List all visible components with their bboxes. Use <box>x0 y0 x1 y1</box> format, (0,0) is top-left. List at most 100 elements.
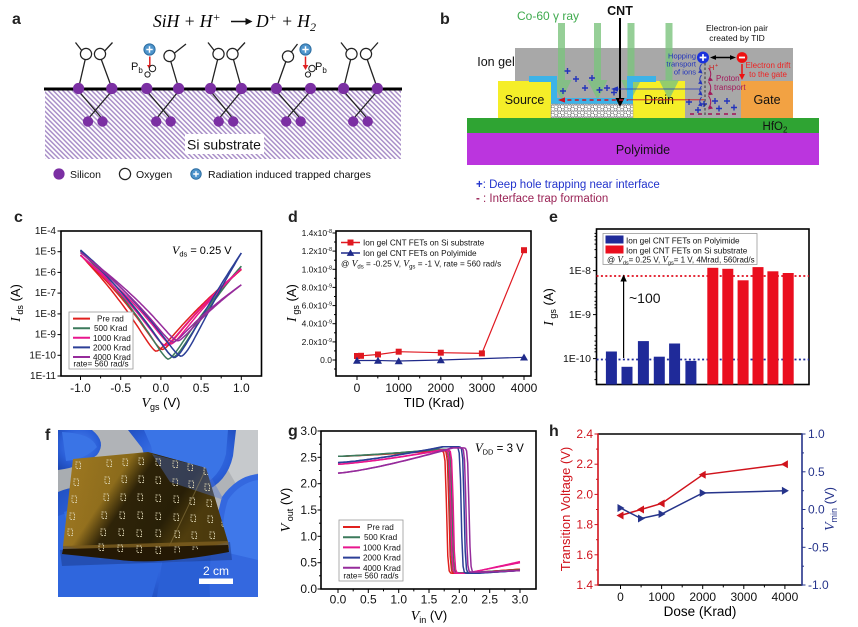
svg-text:-1.0: -1.0 <box>70 381 91 395</box>
svg-text:0: 0 <box>354 381 361 395</box>
svg-text:0.5: 0.5 <box>360 593 377 607</box>
svg-text:D+ + H2: D+ + H2 <box>255 10 316 34</box>
svg-text:Pb: Pb <box>315 61 327 75</box>
svg-text:1E-6: 1E-6 <box>35 267 57 278</box>
svg-text:Oxygen: Oxygen <box>136 169 172 181</box>
svg-text:Ion gel: Ion gel <box>477 55 515 69</box>
svg-text:Ion gel CNT FETs on Si substra: Ion gel CNT FETs on Si substrate <box>363 239 485 248</box>
svg-text:1E-9: 1E-9 <box>569 309 591 321</box>
svg-text:transport: transport <box>714 83 746 92</box>
svg-text:H: H <box>709 63 714 72</box>
svg-text:Co-60 γ ray: Co-60 γ ray <box>517 9 579 23</box>
svg-text:0: 0 <box>617 590 624 604</box>
svg-text:4.0x10-9: 4.0x10-9 <box>302 319 332 329</box>
svg-text:8.0x10-9: 8.0x10-9 <box>302 282 332 292</box>
svg-text:1.0: 1.0 <box>808 427 825 441</box>
svg-text:2000 Krad: 2000 Krad <box>93 343 131 352</box>
svg-text:Pre rad: Pre rad <box>97 315 124 324</box>
svg-text:1E-10: 1E-10 <box>563 353 591 365</box>
svg-text:I gs (A): I gs (A) <box>541 288 558 327</box>
svg-text:1E-8: 1E-8 <box>35 309 57 320</box>
svg-text:h: h <box>549 423 559 440</box>
svg-text:SiH + H+: SiH + H+ <box>153 10 221 31</box>
svg-text:4000 Krad: 4000 Krad <box>363 564 401 573</box>
svg-text:3000: 3000 <box>730 590 757 604</box>
svg-text:HfO2: HfO2 <box>763 121 788 135</box>
svg-text:transport: transport <box>666 60 697 69</box>
svg-text:I ds (A): I ds (A) <box>8 284 25 323</box>
svg-text:V out (V): V out (V) <box>278 488 295 533</box>
svg-text:6.0x10-9: 6.0x10-9 <box>302 301 332 311</box>
svg-text:1.4x10-8: 1.4x10-8 <box>302 228 332 238</box>
svg-text:1.4: 1.4 <box>576 578 593 592</box>
svg-text:Proton: Proton <box>716 74 740 83</box>
svg-text:1E-8: 1E-8 <box>569 265 591 277</box>
svg-text:Source: Source <box>505 93 545 107</box>
svg-text:Vgs (V): Vgs (V) <box>141 395 180 412</box>
svg-text:0.0: 0.0 <box>300 582 317 596</box>
svg-text:I gs (A): I gs (A) <box>284 284 301 323</box>
svg-text:2.0x10-9: 2.0x10-9 <box>302 337 332 347</box>
svg-text:3.0: 3.0 <box>300 424 317 438</box>
svg-text:Ion gel CNT FETs on Polyimide: Ion gel CNT FETs on Polyimide <box>626 237 740 246</box>
svg-text:1000 Krad: 1000 Krad <box>93 334 131 343</box>
svg-text:2000 Krad: 2000 Krad <box>363 554 401 563</box>
svg-text:0.5: 0.5 <box>808 465 825 479</box>
svg-text:1000: 1000 <box>648 590 675 604</box>
svg-text:4000 Krad: 4000 Krad <box>93 353 131 362</box>
svg-text:Ion gel CNT FETs on Si substra: Ion gel CNT FETs on Si substrate <box>626 247 748 256</box>
svg-text:500 Krad: 500 Krad <box>364 533 398 542</box>
svg-text:3000: 3000 <box>469 381 496 395</box>
svg-text:+: Deep hole trapping near int: +: Deep hole trapping near interface <box>476 179 660 191</box>
svg-text:4000: 4000 <box>772 590 799 604</box>
svg-text:Electron drift: Electron drift <box>746 61 792 70</box>
svg-text:b: b <box>440 11 450 28</box>
svg-text:c: c <box>14 209 23 226</box>
svg-text:2.0: 2.0 <box>576 487 593 501</box>
svg-text:Pb: Pb <box>131 61 143 75</box>
svg-text:1000 Krad: 1000 Krad <box>363 543 401 552</box>
svg-text:rate= 560 rad/s: rate= 560 rad/s <box>343 572 398 581</box>
svg-text:Pre rad: Pre rad <box>367 523 394 532</box>
svg-text:Hopping: Hopping <box>668 52 696 61</box>
svg-text:0.0: 0.0 <box>153 381 170 395</box>
svg-text:- : Interface trap formation: - : Interface trap formation <box>476 193 608 205</box>
svg-text:Radiation induced trapped char: Radiation induced trapped charges <box>208 169 371 181</box>
svg-text:500 Krad: 500 Krad <box>94 324 128 333</box>
svg-text:Vmin (V): Vmin (V) <box>822 487 839 531</box>
svg-text:2.5: 2.5 <box>481 593 498 607</box>
svg-text:Vds = 0.25 V: Vds = 0.25 V <box>172 243 232 259</box>
svg-text:created by TID: created by TID <box>709 33 765 43</box>
svg-text:1E-10: 1E-10 <box>29 350 56 361</box>
svg-text:3.0: 3.0 <box>512 593 529 607</box>
svg-text:+: + <box>715 63 718 69</box>
svg-text:1.0: 1.0 <box>300 529 317 543</box>
svg-text:Vin (V): Vin (V) <box>411 608 448 625</box>
svg-text:1.2x10-8: 1.2x10-8 <box>302 246 332 256</box>
svg-text:-0.5: -0.5 <box>110 381 131 395</box>
svg-text:Ion gel CNT FETs on Polyimide: Ion gel CNT FETs on Polyimide <box>363 249 477 258</box>
svg-text:Electron-ion pair: Electron-ion pair <box>706 23 768 33</box>
svg-text:e: e <box>549 209 558 226</box>
svg-text:1.6: 1.6 <box>576 548 593 562</box>
svg-text:Transition Voltage (V): Transition Voltage (V) <box>558 447 573 572</box>
svg-text:rate= 560 rad/s: rate= 560 rad/s <box>73 360 128 369</box>
svg-text:1E-9: 1E-9 <box>35 330 57 341</box>
svg-text:1E-11: 1E-11 <box>30 371 56 382</box>
svg-text:2000: 2000 <box>427 381 454 395</box>
svg-text:f: f <box>45 427 51 444</box>
svg-text:-0.5: -0.5 <box>808 540 829 554</box>
svg-text:0.5: 0.5 <box>193 381 210 395</box>
svg-text:-1.0: -1.0 <box>808 578 829 592</box>
svg-text:1.0: 1.0 <box>390 593 407 607</box>
svg-text:1.8: 1.8 <box>576 518 593 532</box>
svg-text:2 cm: 2 cm <box>203 564 229 578</box>
svg-text:0.0: 0.0 <box>330 593 347 607</box>
svg-text:4000: 4000 <box>511 381 538 395</box>
svg-text:@ Vds= 0.25 V, Vgs= 1 V, 4Mrad: @ Vds= 0.25 V, Vgs= 1 V, 4Mrad, 560rad/s <box>607 255 755 267</box>
svg-text:2.0: 2.0 <box>300 477 317 491</box>
svg-text:TID (Krad): TID (Krad) <box>404 395 465 410</box>
svg-text:CNT: CNT <box>607 4 633 18</box>
svg-text:~100: ~100 <box>629 290 661 306</box>
svg-text:2000: 2000 <box>689 590 716 604</box>
